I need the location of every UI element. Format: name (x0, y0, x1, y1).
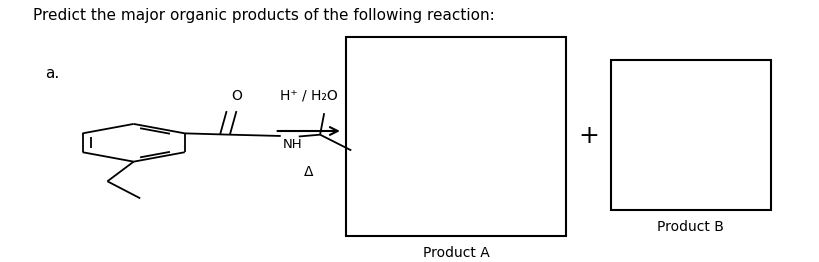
Text: Product A: Product A (422, 246, 489, 260)
Text: Δ: Δ (304, 165, 313, 179)
Bar (346, 37, 565, 236)
Text: Predict the major organic products of the following reaction:: Predict the major organic products of th… (33, 8, 494, 23)
Text: H⁺ / H₂O: H⁺ / H₂O (279, 88, 337, 102)
Bar (610, 60, 770, 210)
Text: O: O (231, 89, 242, 103)
Text: a.: a. (45, 66, 59, 80)
Text: NH: NH (283, 138, 302, 151)
Text: +: + (577, 124, 598, 148)
Text: Product B: Product B (657, 220, 723, 234)
